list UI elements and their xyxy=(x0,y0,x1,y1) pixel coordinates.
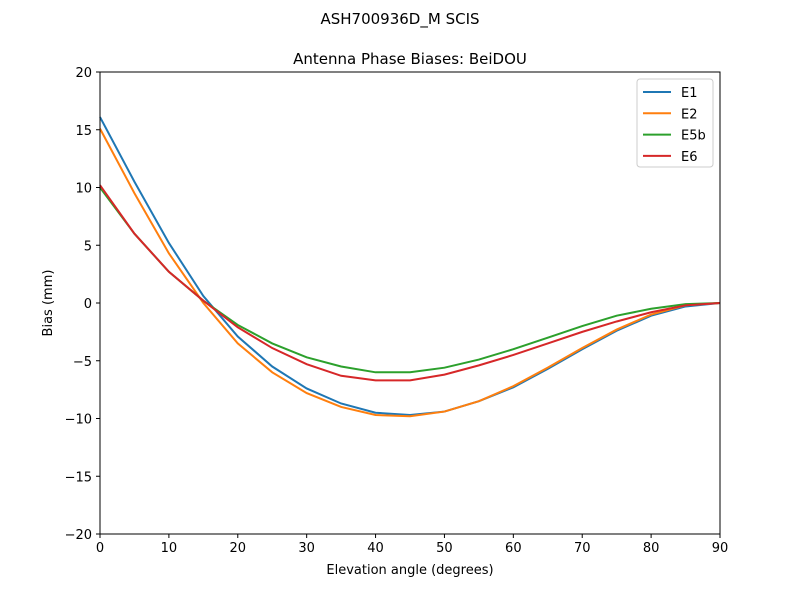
y-tick-label: −20 xyxy=(65,528,92,543)
y-tick-label: 5 xyxy=(84,239,92,254)
x-tick-label: 90 xyxy=(712,541,729,556)
series-line-E6 xyxy=(99,184,721,382)
y-tick-label: 15 xyxy=(75,124,92,139)
y-tick-label: −15 xyxy=(65,470,92,485)
x-tick-label: 60 xyxy=(505,541,522,556)
legend-label: E6 xyxy=(681,150,698,165)
y-axis-label: Bias (mm) xyxy=(41,270,56,337)
x-tick-label: 0 xyxy=(96,541,104,556)
x-tick-label: 80 xyxy=(643,541,660,556)
series-line-E1 xyxy=(99,116,721,417)
x-tick-label: 10 xyxy=(161,541,178,556)
legend-label: E2 xyxy=(681,107,698,122)
legend: E1 E2 E5b E6 xyxy=(636,78,714,168)
y-tick-label: 20 xyxy=(75,66,92,81)
legend-box xyxy=(636,78,714,168)
x-tick-label: 70 xyxy=(574,541,591,556)
legend-label: E1 xyxy=(681,86,698,101)
x-axis-label: Elevation angle (degrees) xyxy=(326,563,493,578)
chart-title: Antenna Phase Biases: BeiDOU xyxy=(293,50,527,68)
y-tick-label: 0 xyxy=(84,297,92,312)
suptitle: ASH700936D_M SCIS xyxy=(320,10,479,29)
legend-label: E5b xyxy=(681,129,706,144)
y-tick-label: 10 xyxy=(75,182,92,197)
series-line-E2 xyxy=(99,128,721,418)
plot-frame xyxy=(99,71,721,535)
y-tick-label: −5 xyxy=(73,355,92,370)
x-tick-label: 40 xyxy=(367,541,384,556)
y-tick-label: −10 xyxy=(65,413,92,428)
x-tick-label: 30 xyxy=(298,541,315,556)
x-tick-label: 20 xyxy=(230,541,247,556)
x-tick-label: 50 xyxy=(436,541,453,556)
